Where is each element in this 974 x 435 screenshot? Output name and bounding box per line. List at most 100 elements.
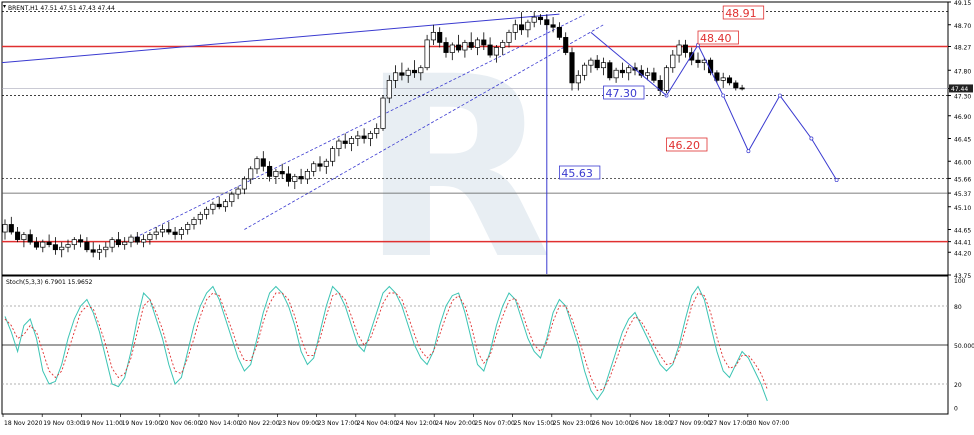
candle-body (575, 74, 581, 84)
candle-body (27, 234, 33, 243)
candle-body (52, 244, 58, 251)
price-tick-label: 49.15 (954, 0, 971, 7)
candle-body (474, 39, 481, 48)
candle-body (191, 219, 197, 225)
candle-body (267, 165, 273, 177)
price-tick-label: 48.70 (954, 23, 971, 30)
forecast-lead-line (590, 31, 667, 96)
candle-body (544, 19, 550, 26)
candle-body (172, 231, 178, 235)
price-tick-label: 47.30 (954, 94, 971, 101)
candle-body (550, 24, 556, 28)
x-tick-label: 20 Nov 22:00 (239, 420, 280, 427)
candle-body (84, 241, 90, 251)
candle-body (96, 249, 103, 253)
candle-body (185, 224, 191, 230)
price-annotation-label: 45.63 (561, 167, 593, 180)
candle-body (153, 231, 159, 235)
stoch-tick-label: 0 (954, 405, 958, 412)
candle-body (481, 39, 487, 46)
candle-body (330, 148, 336, 162)
candle-body (65, 244, 71, 248)
candle-body (78, 239, 84, 243)
candle-body (689, 52, 695, 61)
x-tick-label: 25 Nov 07:00 (474, 420, 515, 427)
x-tick-label: 25 Nov 23:00 (553, 420, 594, 427)
candle-body (235, 188, 241, 195)
x-tick-label: 27 Nov 09:00 (670, 420, 711, 427)
price-annotation-label: 48.40 (700, 32, 732, 45)
price-annotation-label: 47.30 (606, 87, 638, 100)
candle-body (15, 231, 21, 240)
price-tick-label: 43.75 (954, 273, 971, 280)
price-annotation-label: 46.20 (669, 139, 701, 152)
candle-body (298, 176, 304, 180)
candle-body (619, 69, 625, 74)
candle-body (361, 135, 367, 139)
x-tick-label: 19 Nov 03:00 (43, 420, 84, 427)
stoch-signal-line (4, 292, 768, 392)
candle-body (304, 171, 310, 180)
x-tick-label: 26 Nov 10:00 (592, 420, 633, 427)
candle-body (714, 72, 720, 81)
candle-body (519, 24, 525, 31)
forecast-point (809, 136, 814, 141)
candle-body (456, 44, 462, 51)
candle-body (443, 42, 449, 53)
price-tick-label: 44.20 (954, 250, 971, 257)
candle-body (607, 62, 613, 79)
forecast-point (721, 93, 726, 98)
candle-body (556, 26, 562, 38)
price-annotation-box (603, 85, 645, 100)
candle-body (468, 42, 474, 48)
candle-body (512, 24, 518, 33)
candle-body (726, 77, 733, 84)
stoch-tick-label: 20 (954, 382, 962, 389)
candle-body (46, 241, 52, 246)
candle-body (695, 59, 701, 64)
candle-body (676, 44, 682, 56)
candle-body (399, 72, 405, 76)
candle-body (317, 163, 323, 167)
forecast-point (746, 149, 751, 154)
candle-body (273, 171, 279, 177)
channel-upper-trendline (1, 13, 560, 64)
price-tick-label: 46.90 (954, 114, 971, 121)
x-tick-label: 27 Nov 17:00 (710, 420, 751, 427)
candle-body (525, 21, 531, 31)
candle-body (21, 234, 27, 240)
candle-body (506, 31, 512, 43)
candle-body (380, 97, 386, 129)
candle-body (141, 239, 147, 243)
candle-body (33, 241, 40, 248)
candle-body (531, 16, 537, 23)
candle-body (285, 173, 292, 182)
candle-body (8, 224, 14, 233)
candle-body (147, 234, 153, 240)
symbol-label: BRENT,H1 47.51 47.51 47.43 47.44 (8, 5, 115, 12)
price-tick-label: 47.80 (954, 68, 971, 75)
x-tick-label: 19 Nov 19:00 (122, 420, 163, 427)
price-tick-label: 45.66 (954, 176, 971, 183)
candle-body (342, 140, 348, 144)
x-tick-label: 20 Nov 06:00 (161, 420, 202, 427)
candle-body (279, 171, 285, 175)
x-tick-label: 25 Nov 15:00 (514, 420, 555, 427)
candle-body (128, 236, 134, 243)
candle-body (355, 135, 361, 139)
candle-body (418, 67, 424, 74)
candle-body (71, 239, 77, 246)
stoch-tick-label: 100 (954, 278, 966, 285)
candle-body (588, 59, 594, 66)
price-tick-label: 44.65 (954, 228, 971, 235)
x-tick-label: 26 Nov 18:00 (631, 420, 672, 427)
price-tick-label: 45.37 (954, 191, 971, 198)
candle-body (411, 69, 418, 74)
candle-body (720, 77, 726, 81)
price-annotation-box (559, 165, 601, 180)
x-tick-label: 24 Nov 04:00 (357, 420, 398, 427)
candle-body (166, 229, 172, 233)
channel-dashed-lower (244, 24, 604, 230)
